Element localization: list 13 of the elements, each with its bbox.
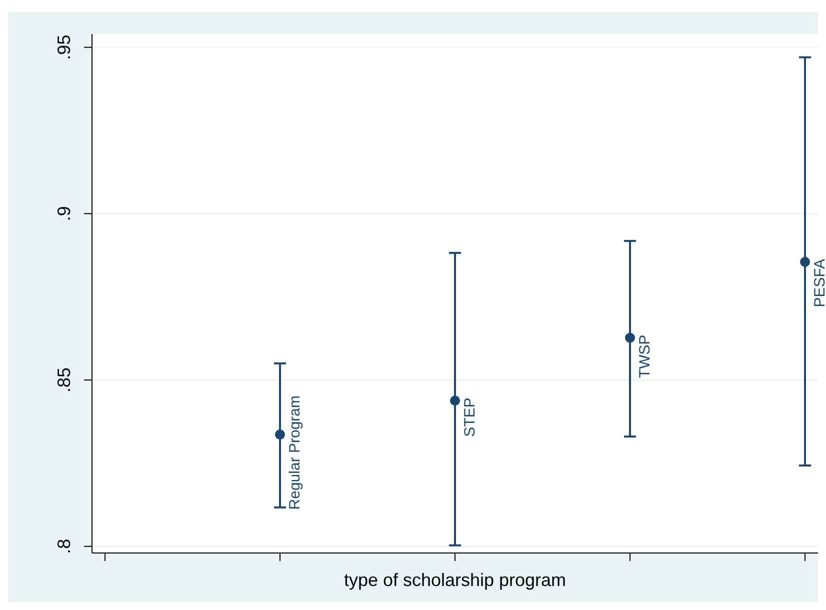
y-tick-label: .9 <box>54 206 74 222</box>
y-tick-label: .8 <box>54 538 74 554</box>
y-tick-label: .95 <box>54 34 74 60</box>
point <box>275 430 285 440</box>
annotation: Regular Program <box>286 396 304 510</box>
x-axis-title: type of scholarship program <box>344 570 566 590</box>
point <box>625 332 635 343</box>
point <box>450 396 460 406</box>
annotation: TWSP <box>636 334 654 378</box>
point <box>800 256 810 267</box>
y-tick-label: .85 <box>54 367 74 393</box>
annotation: STEP <box>461 398 478 437</box>
annotation: PESFA <box>811 258 826 308</box>
